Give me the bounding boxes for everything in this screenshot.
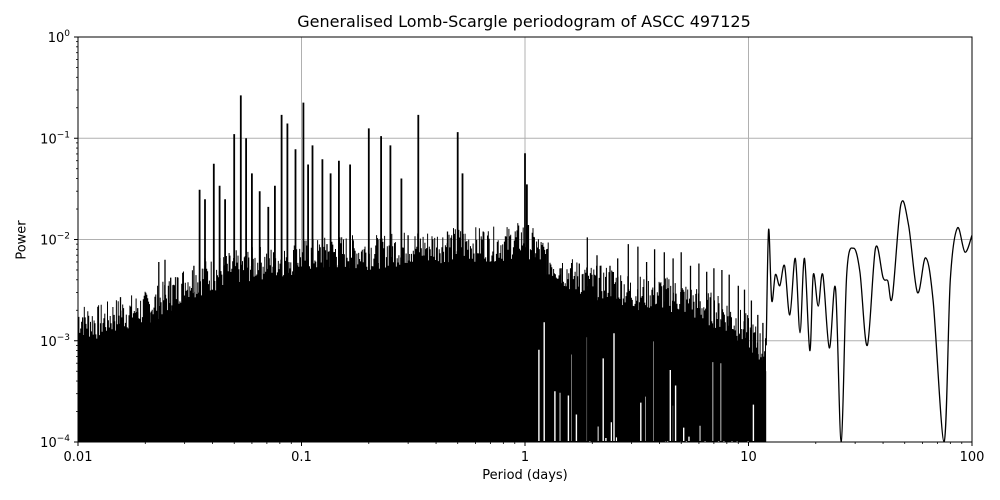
x-axis-label: Period (days) bbox=[482, 468, 568, 483]
x-tick-label: 10 bbox=[740, 450, 757, 465]
x-tick-label: 0.1 bbox=[291, 450, 312, 465]
y-tick-label: 10−4 bbox=[40, 434, 70, 451]
x-tick-label: 1 bbox=[521, 450, 529, 465]
y-tick-label: 10−1 bbox=[40, 130, 70, 147]
x-axis-ticks: 0.01 0.1 1 10 100 bbox=[64, 442, 985, 465]
periodogram-line bbox=[78, 95, 972, 442]
y-axis-ticks: 10−4 10−3 10−2 10−1 100 bbox=[40, 29, 78, 451]
x-tick-label: 0.01 bbox=[64, 450, 93, 465]
y-tick-label: 10−3 bbox=[40, 333, 70, 350]
chart-title: Generalised Lomb-Scargle periodogram of … bbox=[297, 12, 751, 31]
y-tick-label: 10−2 bbox=[40, 232, 70, 249]
x-tick-label: 100 bbox=[960, 450, 985, 465]
y-tick-label: 100 bbox=[48, 29, 71, 46]
